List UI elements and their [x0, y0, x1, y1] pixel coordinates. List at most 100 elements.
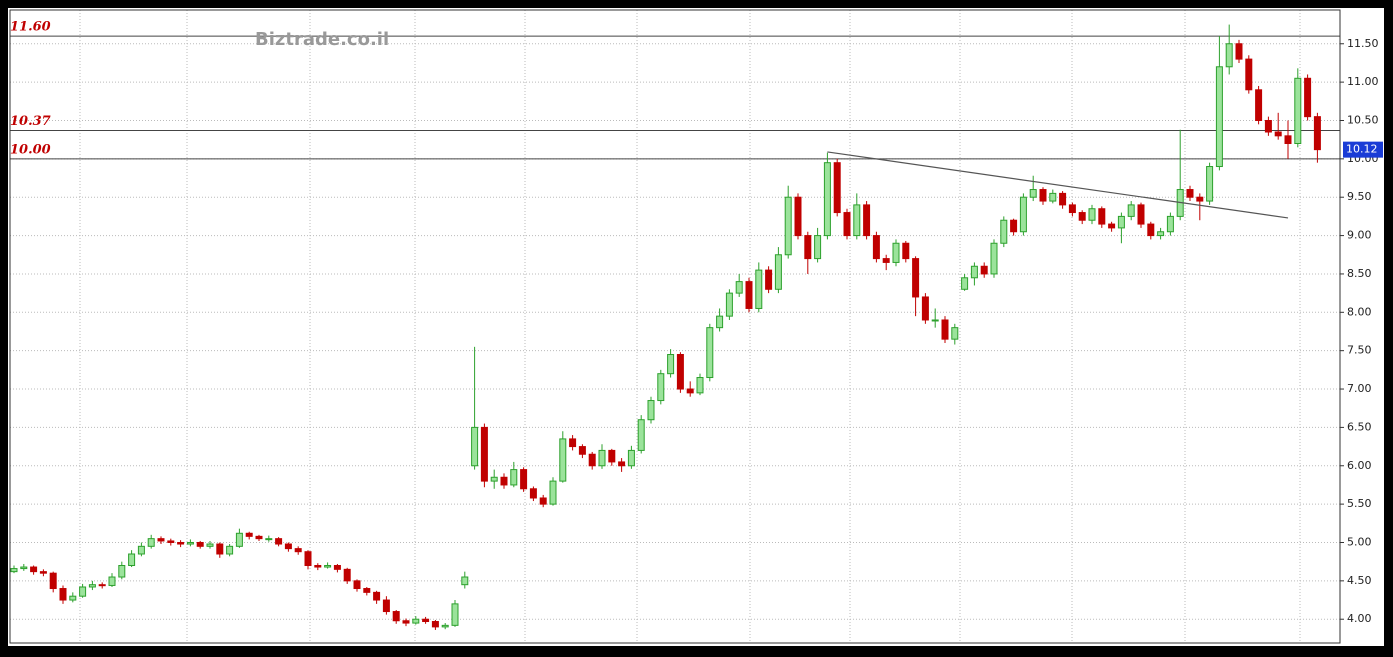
last-price-box — [1343, 141, 1383, 158]
candle-body — [990, 242, 998, 275]
candle-body — [1108, 223, 1116, 229]
candle-body — [794, 196, 802, 237]
y-tick-label: 4.00 — [1347, 612, 1372, 625]
candle-body — [206, 543, 214, 547]
candle-body — [823, 162, 831, 237]
plot-frame — [9, 9, 1341, 644]
candle-body — [961, 277, 969, 290]
watermark: Biztrade.co.il — [255, 29, 389, 50]
candle-body — [69, 595, 77, 601]
candle-body — [637, 419, 645, 451]
candle-body — [765, 269, 773, 290]
candle-body — [216, 543, 224, 555]
candle-body — [872, 235, 880, 260]
y-tick-label: 5.00 — [1347, 535, 1372, 548]
candle-body — [804, 235, 812, 260]
candle-body — [863, 204, 871, 237]
candle-body — [627, 449, 635, 467]
candle-body — [1166, 215, 1174, 233]
level-label: 10.37 — [10, 114, 51, 129]
candle-body — [539, 497, 547, 505]
candle-body — [431, 621, 439, 628]
candle-body — [1304, 77, 1312, 118]
y-tick-label: 11.50 — [1347, 37, 1379, 50]
plot — [10, 24, 1321, 630]
candle-body — [696, 377, 704, 394]
candle-body — [667, 354, 675, 375]
candle-body — [402, 620, 410, 624]
candle-body — [265, 538, 273, 541]
candle-body — [157, 538, 165, 542]
candle-body — [520, 469, 528, 490]
candle-body — [618, 461, 626, 467]
candle-body — [725, 292, 733, 317]
candle-body — [49, 572, 57, 590]
level-label: 10.00 — [10, 142, 51, 157]
candle-body — [1245, 58, 1253, 91]
candle-body — [588, 453, 596, 467]
candle-body — [1264, 119, 1272, 133]
candle-body — [471, 426, 479, 467]
candle-body — [500, 476, 508, 486]
candle-body — [608, 449, 616, 463]
candle-body — [745, 281, 753, 309]
candle-body — [657, 373, 665, 402]
candle-body — [559, 438, 567, 482]
candle-body — [235, 532, 243, 547]
candle-body — [1019, 196, 1027, 233]
candle-body — [1088, 208, 1096, 221]
candle-body — [1313, 116, 1321, 151]
y-tick-label: 4.50 — [1347, 574, 1372, 587]
candle-body — [39, 571, 47, 574]
chart-background — [8, 8, 1384, 646]
candle-body — [1039, 189, 1047, 202]
candle-body — [30, 566, 38, 573]
candle-body — [382, 599, 390, 613]
candle-body — [1274, 131, 1282, 137]
candle-body — [1137, 204, 1145, 225]
candle-body — [461, 576, 469, 586]
candle-body — [304, 551, 312, 567]
candle-body — [755, 269, 763, 309]
candle-body — [902, 242, 910, 260]
candle-body — [1206, 166, 1214, 202]
candle-body — [294, 548, 302, 553]
candle-body — [1157, 231, 1165, 237]
candle-body — [480, 426, 488, 482]
candle-body — [686, 388, 694, 394]
candle-body — [353, 580, 361, 590]
candle-body — [1010, 219, 1018, 233]
candle-body — [314, 565, 322, 568]
candle-body — [1255, 89, 1263, 121]
candle-body — [1284, 135, 1292, 145]
trendline — [827, 151, 1289, 219]
candle-body — [1117, 215, 1125, 229]
candle-body — [137, 545, 145, 555]
candle-body — [1127, 204, 1135, 217]
candle-body — [284, 543, 292, 550]
candle-body — [676, 354, 684, 390]
y-tick-label: 6.00 — [1347, 459, 1372, 472]
candle-body — [784, 196, 792, 256]
candle-body — [324, 565, 332, 568]
candle-body — [735, 281, 743, 294]
candle-body — [392, 611, 400, 622]
y-tick-label: 5.50 — [1347, 497, 1372, 510]
candle-body — [1049, 192, 1057, 202]
candle-body — [10, 568, 18, 573]
y-tick-label: 7.00 — [1347, 382, 1372, 395]
candle-body — [912, 258, 920, 298]
candle-body — [598, 449, 606, 467]
candle-body — [578, 446, 586, 455]
candle-body — [774, 254, 782, 290]
candle-body — [1196, 196, 1204, 202]
candle-body — [951, 327, 959, 340]
candle-body — [1147, 223, 1155, 237]
candle-body — [167, 540, 175, 543]
candle-body — [1098, 208, 1106, 225]
candle-body — [98, 584, 106, 587]
candle-body — [79, 586, 87, 597]
candle-body — [343, 568, 351, 582]
candle-body — [892, 242, 900, 263]
